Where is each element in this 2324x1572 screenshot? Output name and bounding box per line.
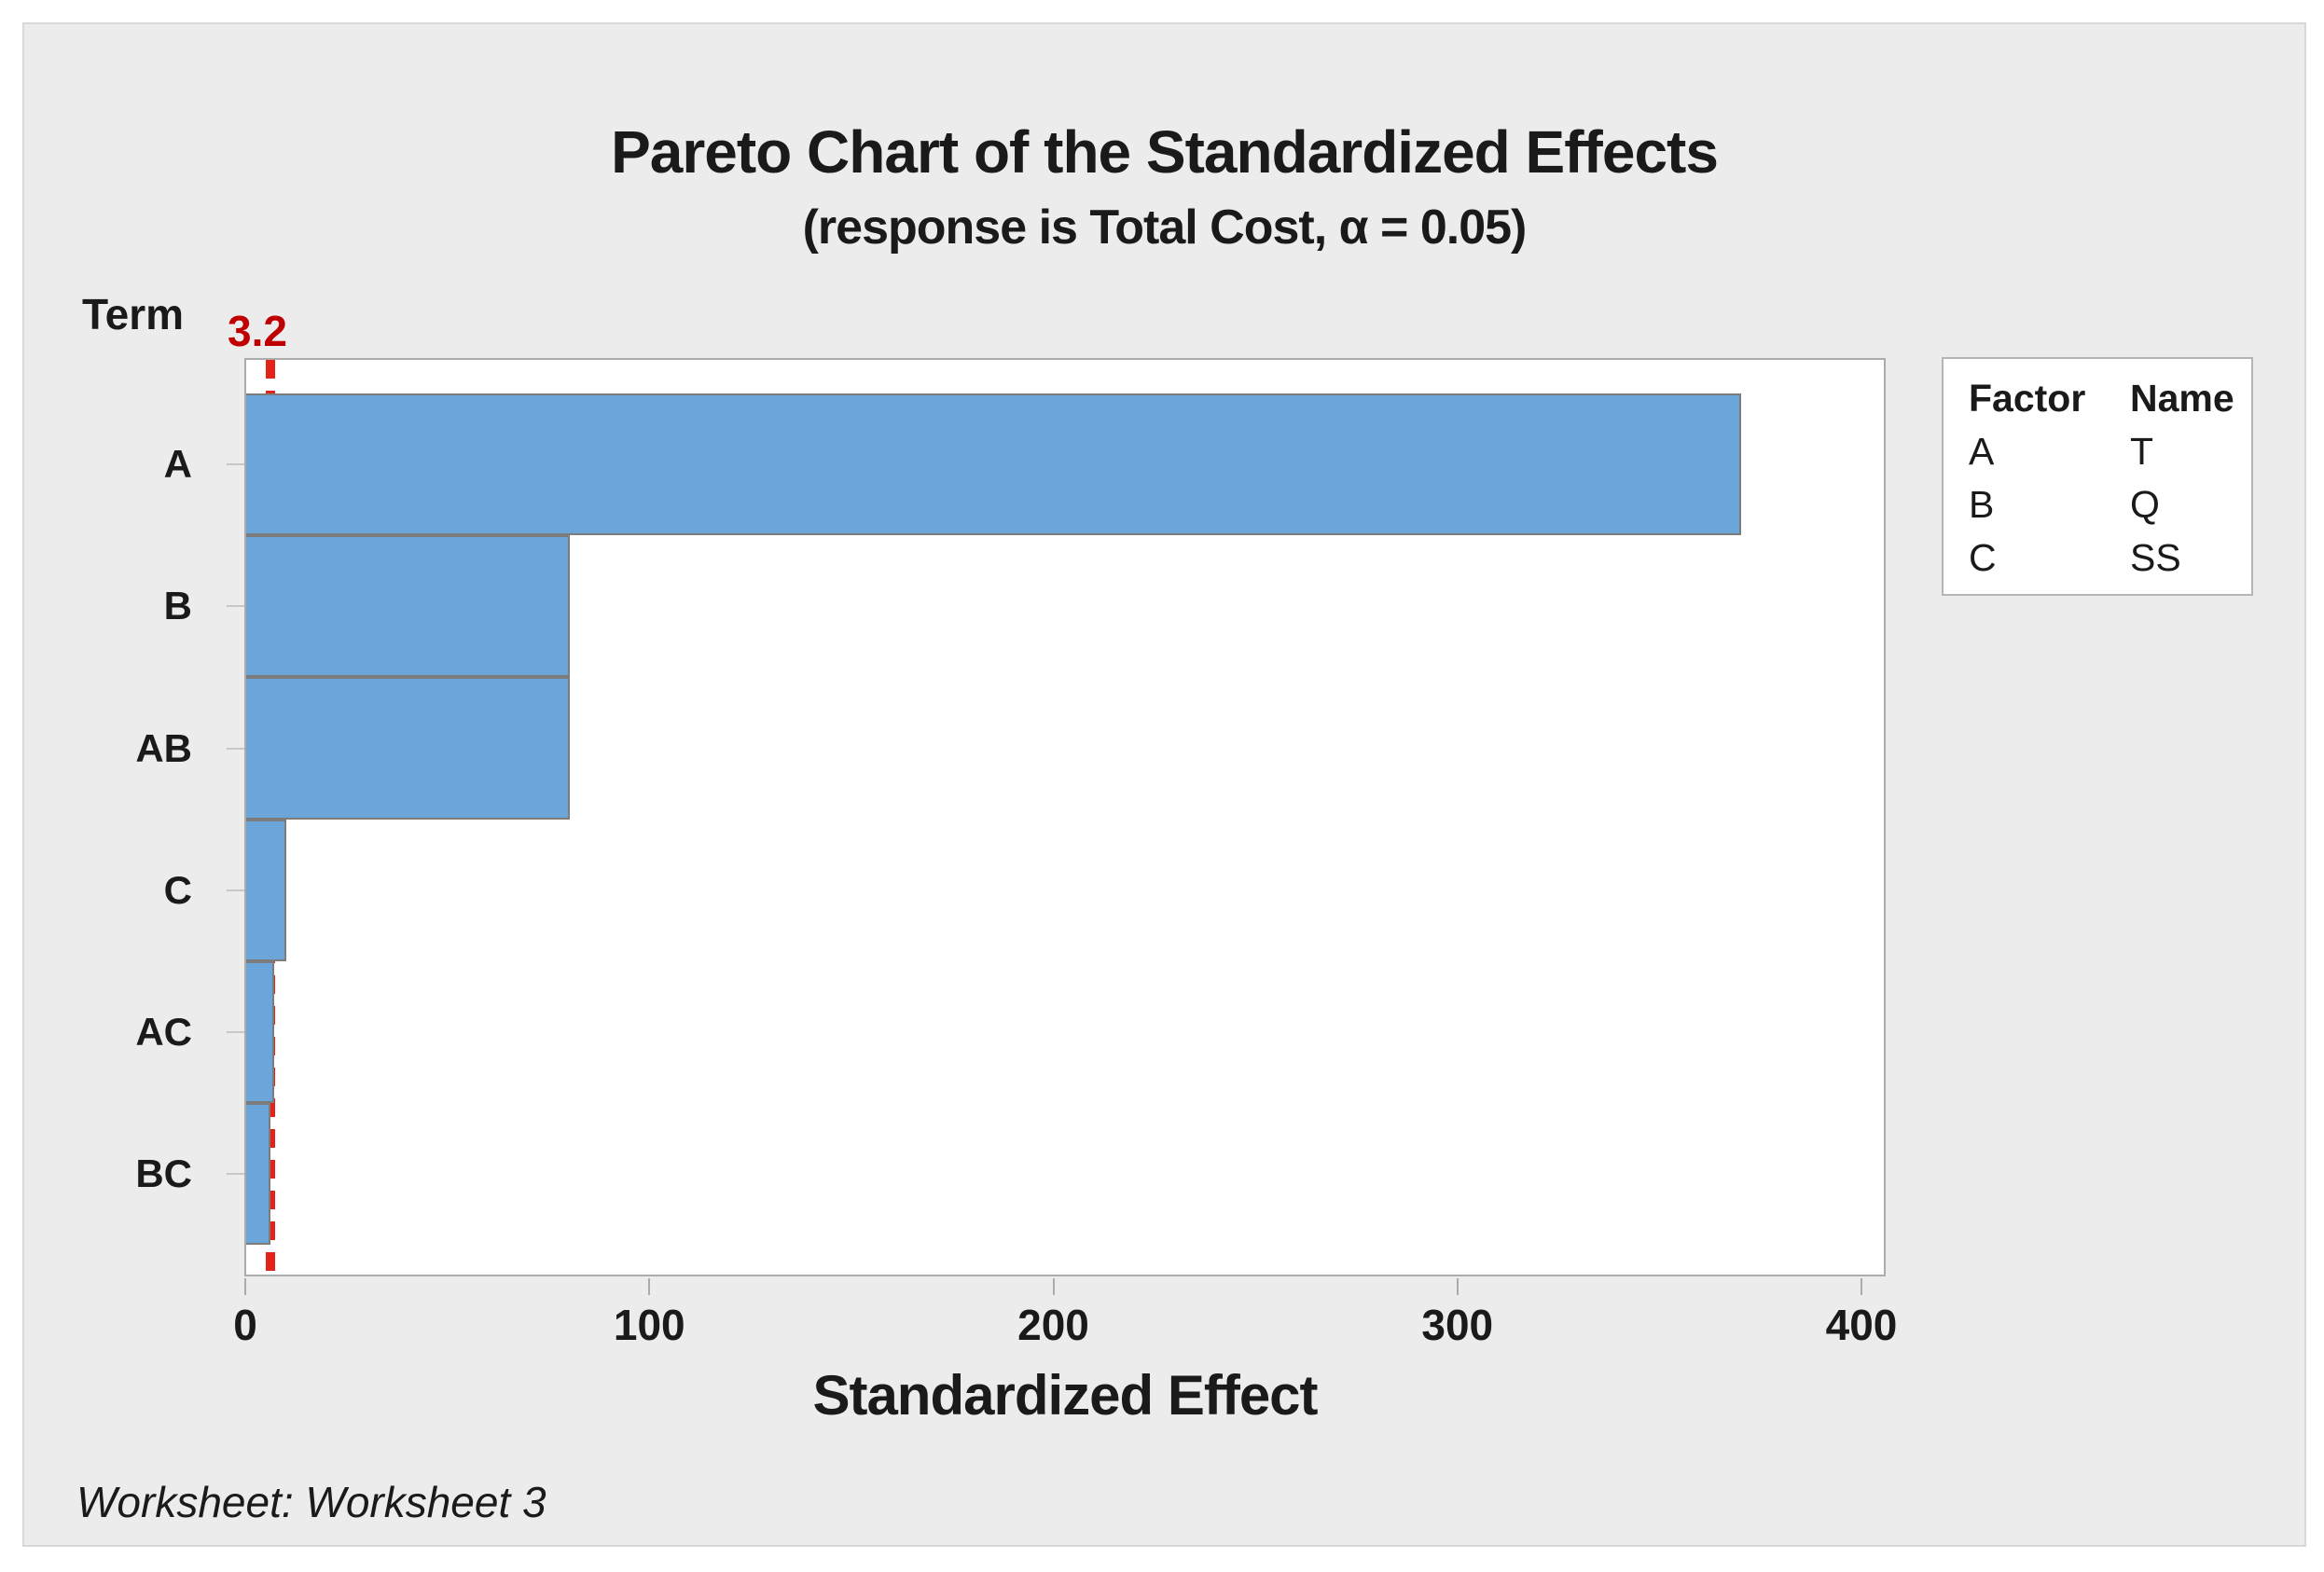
term-label-BC: BC: [135, 1151, 192, 1196]
y-axis-tick-AC: [227, 1030, 244, 1033]
x-axis-tick-0: [244, 1278, 246, 1295]
bar-AC[interactable]: [246, 960, 275, 1103]
bar-C[interactable]: [246, 819, 287, 961]
factor-legend-grid: Factor Name A T B Q C SS: [1969, 372, 2244, 585]
x-axis-tick-100: [648, 1278, 651, 1295]
y-axis-tick-AB: [227, 747, 244, 750]
term-label-AC: AC: [135, 1009, 192, 1054]
legend-factor-C: C: [1969, 536, 1997, 579]
y-axis-tick-BC: [227, 1173, 244, 1176]
x-tick-label-200: 200: [1017, 1301, 1089, 1349]
legend-factor-A: A: [1969, 430, 1995, 473]
bar-A[interactable]: [246, 393, 1742, 536]
y-axis-tick-B: [227, 605, 244, 608]
reference-line-label: 3.2: [228, 307, 287, 355]
term-label-A: A: [163, 442, 192, 487]
y-axis-tick-A: [227, 463, 244, 466]
bar-B[interactable]: [246, 535, 570, 678]
legend-header-factor: Factor: [1969, 377, 2086, 420]
x-tick-label-400: 400: [1825, 1301, 1898, 1349]
x-tick-label-300: 300: [1421, 1301, 1494, 1349]
legend-header-name: Name: [2130, 377, 2234, 420]
y-axis-title: Term: [82, 290, 185, 338]
chart-title: Pareto Chart of the Standardized Effects: [611, 118, 1719, 186]
x-axis-title: Standardized Effect: [812, 1364, 1318, 1427]
legend-name-Q: Q: [2130, 483, 2160, 526]
term-label-B: B: [163, 584, 192, 628]
worksheet-footer: Worksheet: Worksheet 3: [76, 1478, 546, 1526]
chart-subtitle: (response is Total Cost, α = 0.05): [802, 200, 1528, 255]
x-tick-label-0: 0: [233, 1301, 257, 1349]
plot-inner: [246, 360, 1884, 1275]
y-axis-tick-C: [227, 889, 244, 891]
plot-area[interactable]: [244, 358, 1886, 1276]
bar-AB[interactable]: [246, 677, 570, 820]
legend-factor-B: B: [1969, 483, 1995, 526]
legend-name-SS: SS: [2130, 536, 2181, 579]
term-label-C: C: [163, 867, 192, 912]
x-axis-tick-400: [1861, 1278, 1862, 1295]
factor-legend-box[interactable]: Factor Name A T B Q C SS: [1942, 357, 2253, 596]
legend-name-T: T: [2130, 430, 2154, 473]
term-label-AB: AB: [135, 725, 192, 770]
x-axis-tick-300: [1456, 1278, 1459, 1295]
bar-BC[interactable]: [246, 1103, 270, 1246]
x-axis-tick-200: [1052, 1278, 1055, 1295]
x-tick-label-100: 100: [613, 1301, 685, 1349]
